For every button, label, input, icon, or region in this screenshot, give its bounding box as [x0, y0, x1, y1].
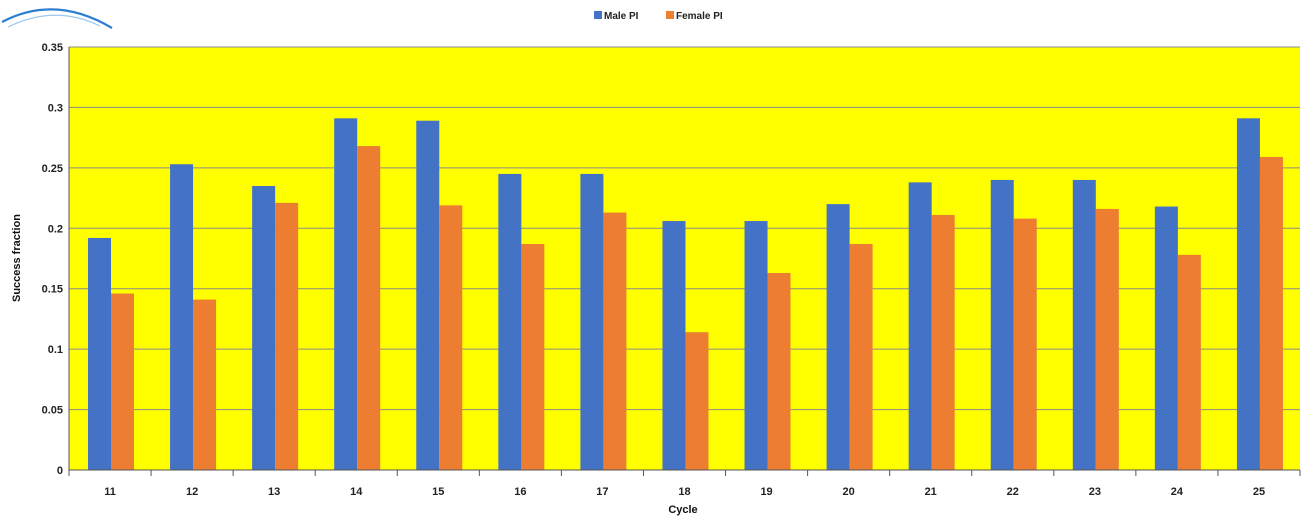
bar-male-pi [744, 221, 768, 470]
y-tick-labels: 0 0.05 0.1 0.15 0.2 0.25 0.3 0.35 [42, 42, 63, 477]
x-tick-label: 11 [104, 486, 116, 498]
logo-swoosh-icon [1, 8, 113, 29]
bar-female-pi [685, 332, 709, 470]
bar-female-pi [767, 273, 791, 470]
x-tick-label: 23 [1089, 486, 1101, 498]
bar-male-pi [990, 179, 1014, 470]
bar-female-pi [521, 243, 545, 470]
legend-label-male-pi: Male PI [604, 11, 639, 22]
x-tick-label: 19 [760, 486, 772, 498]
x-tick-label: 15 [432, 486, 444, 498]
bar-male-pi [908, 182, 932, 471]
y-tick-label: 0.05 [42, 405, 63, 417]
bar-female-pi [1095, 208, 1119, 470]
bar-female-pi [439, 205, 463, 470]
y-tick-label: 0.3 [48, 102, 63, 114]
bars [88, 118, 1283, 471]
bar-male-pi [580, 173, 604, 470]
bar-male-pi [826, 204, 850, 470]
x-tick-label: 17 [596, 486, 608, 498]
legend: Male PI Female PI [594, 11, 723, 22]
legend-swatch-male-pi [594, 11, 602, 19]
x-tick-label: 18 [678, 486, 690, 498]
x-tick-label: 14 [350, 486, 363, 498]
y-tick-label: 0.1 [48, 344, 63, 356]
x-tick-label: 16 [514, 486, 526, 498]
x-tick-label: 24 [1171, 486, 1184, 498]
y-tick-label: 0 [57, 465, 63, 477]
legend-label-female-pi: Female PI [676, 11, 723, 22]
y-tick-label: 0.2 [48, 223, 63, 235]
y-tick-label: 0.15 [42, 284, 63, 296]
y-tick-label: 0.25 [42, 163, 63, 175]
y-tick-label: 0.35 [42, 42, 63, 54]
x-tick-label: 13 [268, 486, 280, 498]
bar-male-pi [498, 173, 522, 470]
bar-female-pi [357, 146, 381, 471]
bar-female-pi [193, 299, 217, 470]
bar-female-pi [931, 214, 955, 470]
bar-male-pi [662, 221, 686, 470]
bar-female-pi [111, 293, 134, 470]
bar-female-pi [603, 212, 627, 470]
x-tick-label: 22 [1007, 486, 1019, 498]
bar-female-pi [1013, 218, 1037, 470]
bar-male-pi [170, 164, 194, 470]
legend-swatch-female-pi [666, 11, 674, 19]
bar-male-pi [1072, 179, 1096, 470]
bar-female-pi [1259, 156, 1283, 471]
bar-male-pi [416, 120, 440, 471]
x-tick-label: 12 [186, 486, 198, 498]
bar-female-pi [1177, 254, 1201, 470]
bar-male-pi [252, 185, 276, 470]
x-tick-label: 21 [925, 486, 937, 498]
bar-female-pi [275, 202, 299, 471]
x-tick-label: 25 [1253, 486, 1265, 498]
bar-male-pi [1154, 206, 1178, 470]
logo-swoosh-icon-inner [7, 14, 101, 28]
y-axis-title: Success fraction [11, 214, 23, 302]
x-axis-title: Cycle [668, 504, 697, 516]
x-tick-labels: 11 12 13 14 15 16 17 18 19 20 21 22 23 24 25 [104, 486, 1265, 498]
x-tick-label: 20 [843, 486, 855, 498]
bar-female-pi [849, 243, 873, 470]
bar-male-pi [1236, 118, 1260, 470]
bar-male-pi [334, 118, 358, 470]
axes [68, 47, 1301, 476]
bar-male-pi [88, 237, 111, 470]
